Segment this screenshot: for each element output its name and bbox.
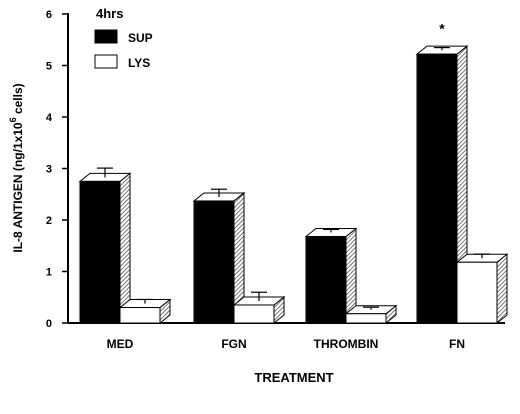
- bar-fgn-lys-front: [233, 304, 275, 324]
- bar-fn-sup-front: [416, 53, 458, 324]
- bar-fn-lys: [455, 253, 509, 325]
- bar-fn-lys-front: [456, 261, 498, 324]
- chart-title: 4hrs: [96, 6, 123, 21]
- bar-fn-lys-side: [496, 253, 508, 325]
- y-tick-label: 5: [46, 61, 52, 73]
- legend-swatch-sup: [94, 29, 118, 44]
- y-axis-label: IL-8 ANTIGEN (ng/1x106 cells): [8, 83, 25, 252]
- bar-med-lys-front: [119, 307, 161, 324]
- x-tick-label-thrombin: THROMBIN: [314, 337, 379, 351]
- legend-swatch-lys: [94, 54, 118, 69]
- annotations: *: [439, 21, 445, 37]
- bars: [78, 45, 509, 325]
- legend-item-lys: LYS: [94, 54, 150, 70]
- bar-fgn-sup-front: [193, 200, 235, 324]
- x-tick-label-fgn: FGN: [221, 337, 246, 351]
- bar-med-sup: [78, 167, 132, 325]
- bar-fgn-lys: [232, 291, 286, 325]
- bar-med-sup-front: [79, 180, 121, 324]
- y-axis-label-exponent: 6: [8, 117, 18, 122]
- y-tick-label: 3: [46, 164, 52, 176]
- legend-label-sup: SUP: [128, 31, 153, 45]
- x-axis-label: TREATMENT: [254, 370, 333, 385]
- legend-item-sup: SUP: [94, 29, 153, 45]
- y-tick-label: 2: [46, 215, 52, 227]
- y-axis-label-main: IL-8 ANTIGEN (ng/1x10: [11, 122, 25, 253]
- x-tick-labels: MED FGN THROMBIN FN: [107, 337, 465, 351]
- bar-thrombin-lys: [344, 304, 398, 325]
- x-tick-label-med: MED: [107, 337, 134, 351]
- y-tick-label: 1: [46, 267, 52, 279]
- y-ticks: 0 1 2 3 4 5 6: [46, 9, 68, 330]
- significance-asterisk: *: [439, 21, 445, 37]
- y-axis-label-suffix: cells): [11, 83, 25, 117]
- legend-label-lys: LYS: [128, 56, 150, 70]
- bar-fn-sup: [415, 45, 469, 325]
- bar-fgn-sup: [192, 188, 246, 325]
- y-tick-label: 4: [46, 112, 53, 124]
- legend: SUP LYS: [94, 29, 153, 70]
- bar-thrombin-sup: [304, 227, 358, 325]
- bar-med-lys: [118, 298, 172, 325]
- y-tick-label: 0: [46, 318, 52, 330]
- bar-thrombin-lys-front: [345, 313, 387, 324]
- y-tick-label: 6: [46, 9, 52, 21]
- bar-thrombin-sup-front: [305, 235, 347, 324]
- x-tick-label-fn: FN: [449, 337, 465, 351]
